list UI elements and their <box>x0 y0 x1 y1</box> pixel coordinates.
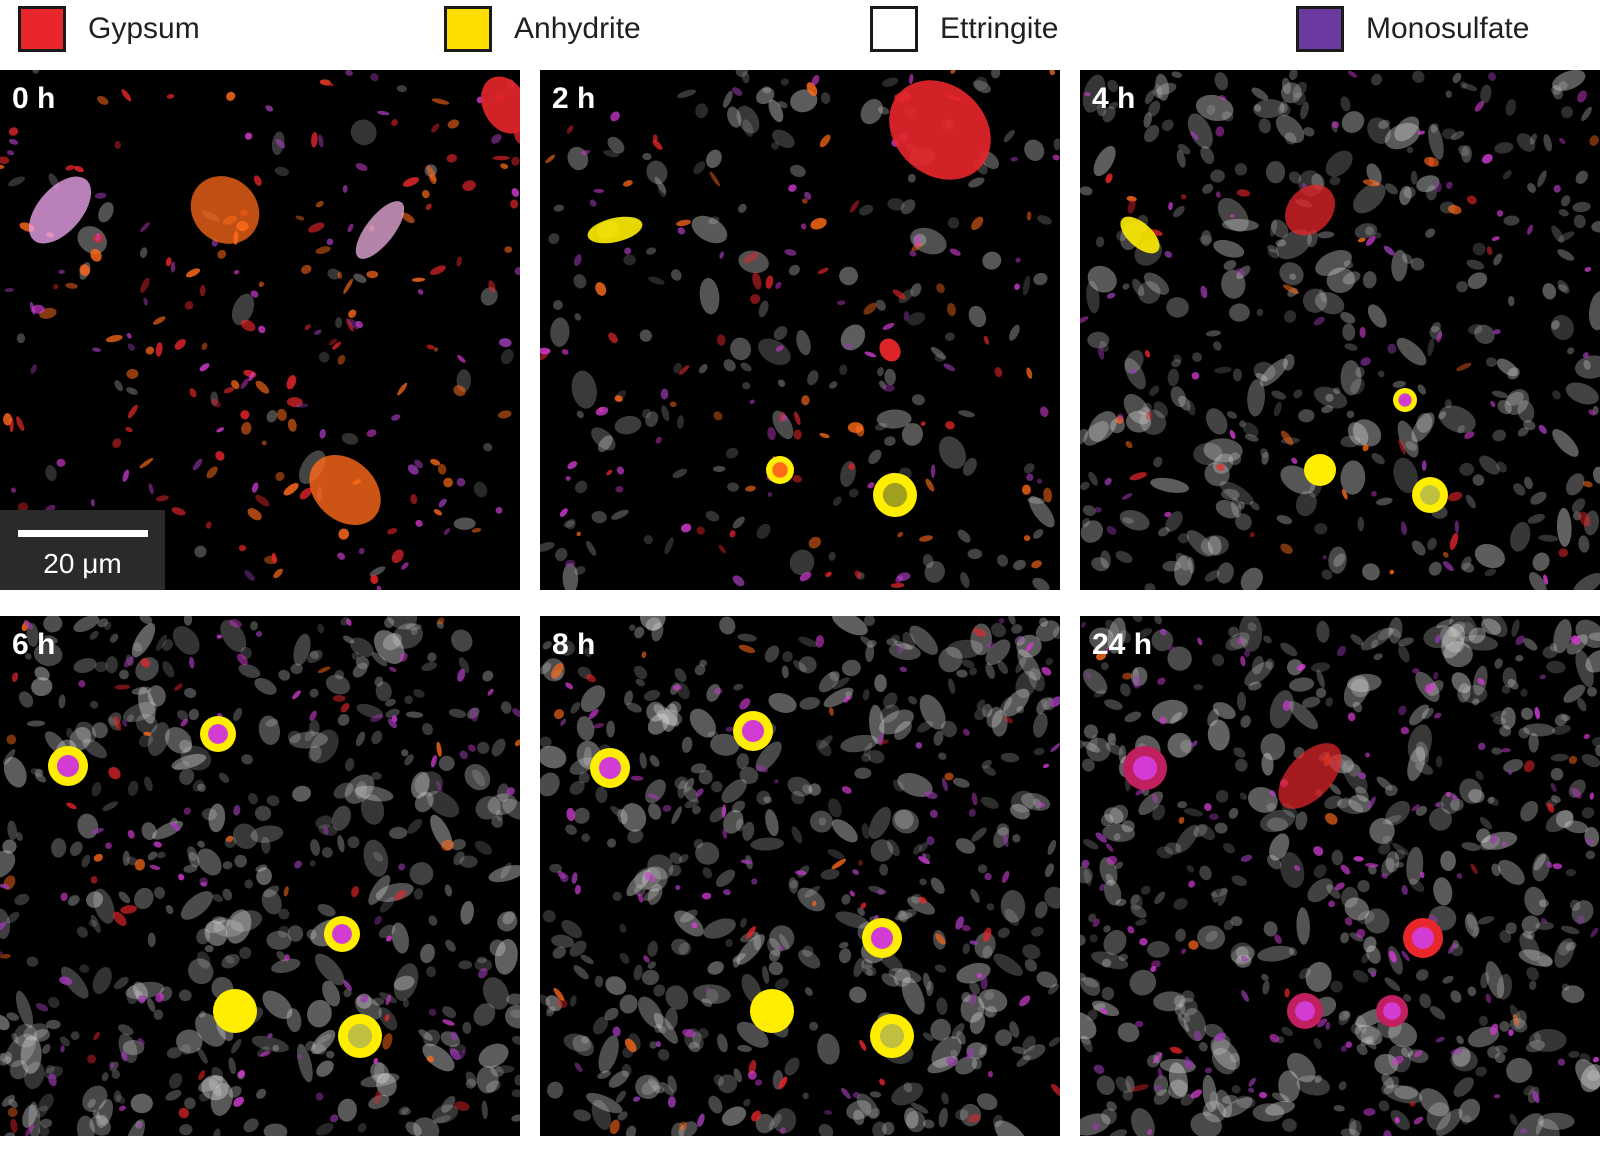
legend-item-gypsum: Gypsum <box>18 4 200 54</box>
legend-label-gypsum: Gypsum <box>88 12 200 45</box>
legend-item-anhydrite: Anhydrite <box>444 4 641 54</box>
scale-bar-line <box>18 530 148 537</box>
legend: Gypsum Anhydrite Ettringite Monosulfate <box>0 0 1600 58</box>
micrograph-0h <box>0 70 520 590</box>
panel-label-0h: 0 h <box>12 82 56 115</box>
legend-item-monosulfate: Monosulfate <box>1296 4 1529 54</box>
panel-2h: 2 h <box>540 70 1060 590</box>
panel-label-6h: 6 h <box>12 628 56 661</box>
monosulfate-swatch <box>1296 6 1344 52</box>
panel-8h: 8 h <box>540 616 1060 1136</box>
panel-label-4h: 4 h <box>1092 82 1136 115</box>
panel-label-24h: 24 h <box>1092 628 1153 661</box>
panel-24h: 24 h <box>1080 616 1600 1136</box>
legend-item-ettringite: Ettringite <box>870 4 1058 54</box>
scale-bar: 20 μm <box>0 510 165 590</box>
panel-label-8h: 8 h <box>552 628 596 661</box>
micrograph-2h <box>540 70 1060 590</box>
panel-4h: 4 h <box>1080 70 1600 590</box>
micrograph-8h <box>540 616 1060 1136</box>
micrograph-4h <box>1080 70 1600 590</box>
gypsum-swatch <box>18 6 66 52</box>
panel-6h: 6 h <box>0 616 520 1136</box>
micrograph-6h <box>0 616 520 1136</box>
legend-label-monosulfate: Monosulfate <box>1366 12 1530 45</box>
micrograph-24h <box>1080 616 1600 1136</box>
legend-label-anhydrite: Anhydrite <box>514 12 641 45</box>
scale-bar-label: 20 μm <box>43 548 122 579</box>
anhydrite-swatch <box>444 6 492 52</box>
ettringite-swatch <box>870 6 918 52</box>
panel-0h: 0 h 20 μm <box>0 70 520 590</box>
panel-label-2h: 2 h <box>552 82 596 115</box>
legend-label-ettringite: Ettringite <box>940 12 1059 45</box>
